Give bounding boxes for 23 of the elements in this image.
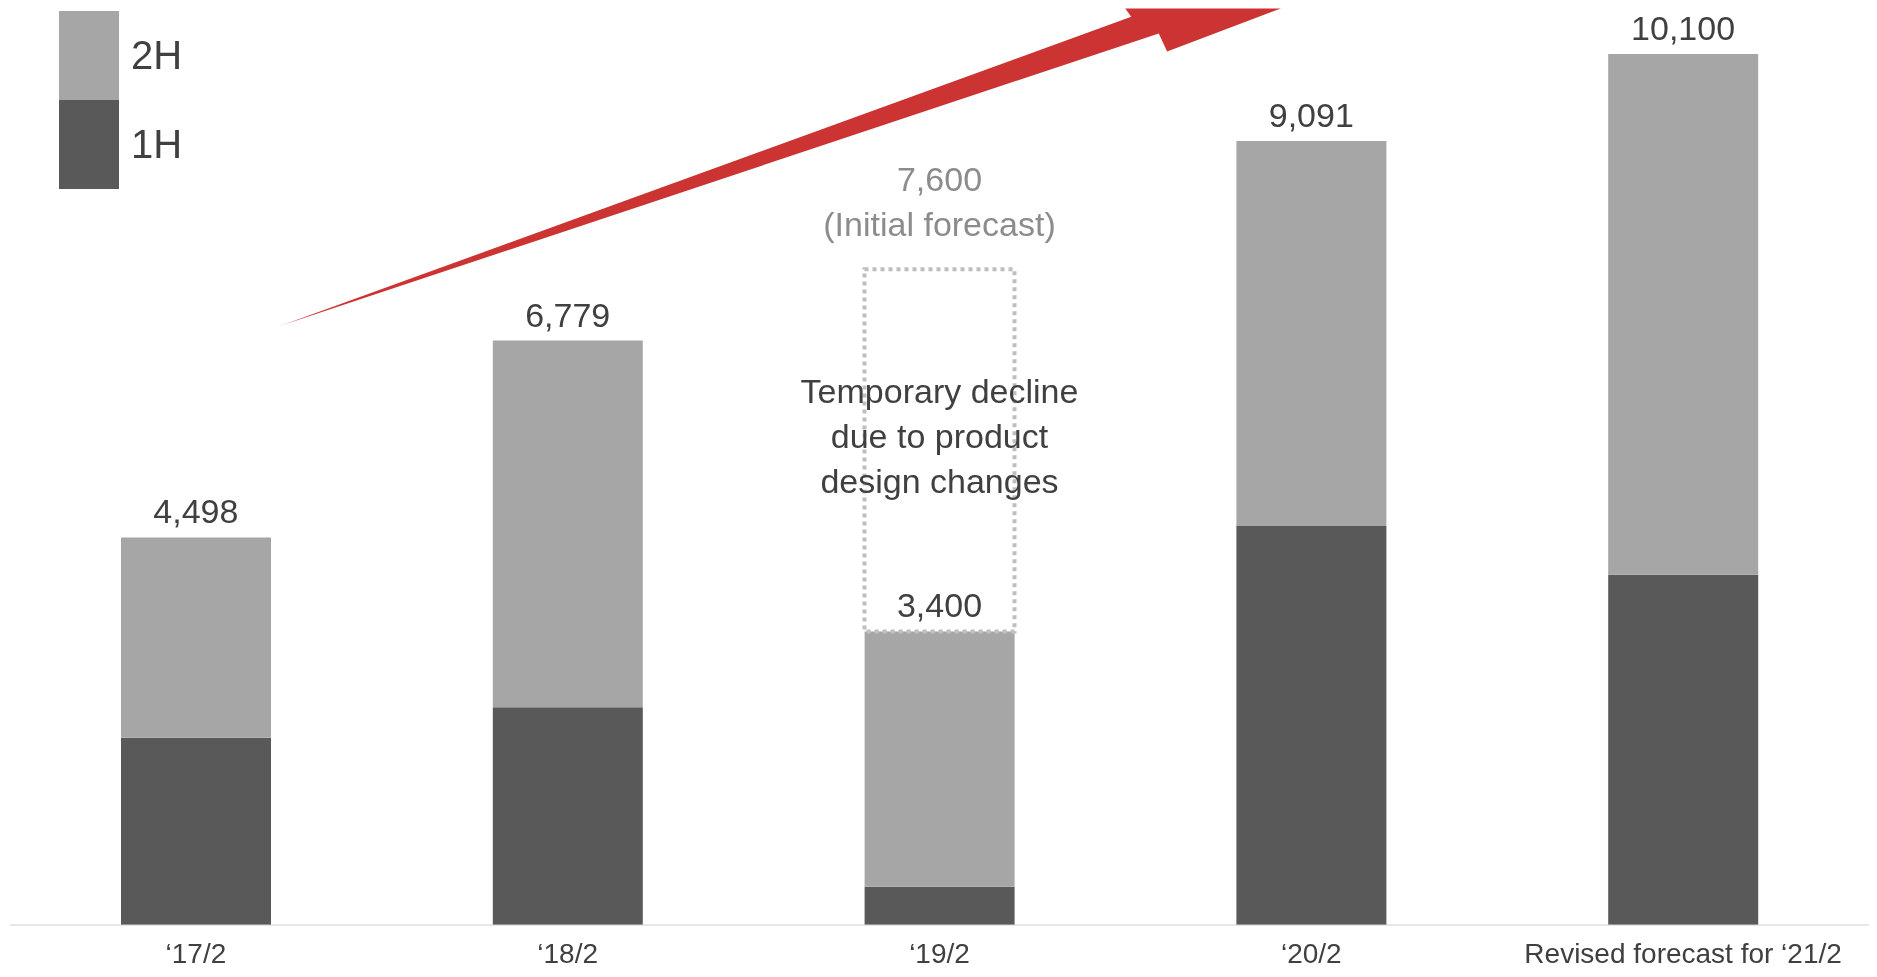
annotation: Temporary decline due to product design changes: [800, 372, 1079, 500]
x-tick-label: ‘18/2: [537, 937, 599, 969]
bar: [1608, 574, 1759, 925]
legend-label: 2H: [131, 33, 183, 77]
bar: [1236, 526, 1387, 925]
annotation: 7,600 (Initial forecast): [823, 160, 1056, 244]
x-tick-label: ‘20/2: [1280, 937, 1342, 969]
legend-label: 1H: [131, 122, 183, 166]
bar: [121, 737, 271, 925]
bar: [864, 886, 1015, 925]
x-tick-label: Revised forecast for ‘21/2: [1524, 937, 1842, 969]
bar: [492, 707, 643, 925]
annotation: 3,400: [896, 586, 983, 625]
x-tick-label: ‘19/2: [909, 937, 970, 969]
annotation: 9,091: [1268, 96, 1354, 135]
bar: [121, 537, 271, 738]
bar: [1236, 141, 1387, 527]
bar: [1608, 54, 1759, 575]
bar: [492, 340, 643, 708]
annotation: 10,100: [1631, 9, 1736, 47]
annotation: 6,779: [525, 295, 611, 334]
x-tick-label: ‘17/2: [165, 937, 227, 969]
annotation: 4,498: [153, 492, 239, 531]
